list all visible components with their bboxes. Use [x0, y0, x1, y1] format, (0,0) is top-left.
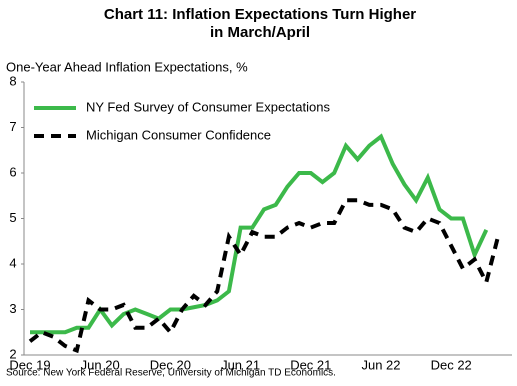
x-tick-label: Dec 19: [9, 357, 50, 372]
y-tick-label: 6: [9, 164, 16, 179]
chart-title: Chart 11: Inflation Expectations Turn Hi…: [103, 6, 417, 41]
series-line: [30, 133, 489, 335]
y-tick-label: 2: [9, 346, 16, 361]
x-tick-label: Dec 20: [150, 357, 191, 372]
x-tick-label: Jun 20: [81, 357, 120, 372]
y-axis-label: One-Year Ahead Inflation Expectations, %: [6, 59, 248, 74]
x-tick-label: Jun 21: [221, 357, 260, 372]
x-tick-label: Dec 22: [431, 357, 472, 372]
source: Source: New York Federal Reserve, Univer…: [6, 368, 336, 379]
y-tick-label: 5: [9, 210, 16, 225]
y-tick-label: 8: [9, 73, 16, 88]
legend-label: NY Fed Survey of Consumer Expectations: [86, 99, 330, 114]
y-tick-label: 3: [9, 301, 16, 316]
y-tick-label: 7: [9, 119, 16, 134]
x-tick-label: Dec 21: [290, 357, 331, 372]
legend-label: Michigan Consumer Confidence: [86, 127, 271, 142]
x-tick-label: Jun 22: [361, 357, 400, 372]
y-tick-label: 4: [9, 255, 16, 270]
series-line: [28, 198, 500, 354]
